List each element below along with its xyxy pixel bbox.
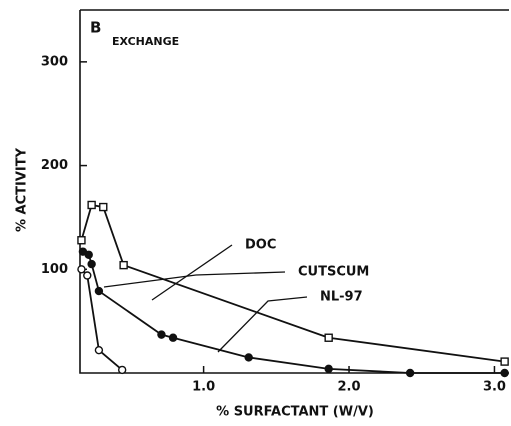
data-point xyxy=(119,260,128,270)
data-point xyxy=(99,202,108,212)
series-line xyxy=(80,268,123,371)
data-point xyxy=(77,236,86,245)
data-point xyxy=(324,333,333,342)
x-axis-label: % SURFACTANT (W/V) xyxy=(216,405,374,420)
data-point xyxy=(405,368,415,378)
x-tick-label: 1.0 xyxy=(192,380,215,395)
series-label: CUTSCUM xyxy=(298,265,369,280)
data-point xyxy=(87,200,96,210)
leader-line xyxy=(103,271,286,288)
data-point xyxy=(94,345,104,355)
series-line xyxy=(82,250,505,374)
y-tick-label: 100 xyxy=(41,262,68,277)
data-point xyxy=(94,286,104,296)
series-label: DOC xyxy=(245,238,276,253)
x-tick-label: 2.0 xyxy=(338,380,361,395)
data-point xyxy=(168,333,178,342)
data-point xyxy=(117,365,127,375)
panel-label: B xyxy=(90,19,101,37)
axes-frame xyxy=(79,9,509,374)
data-point xyxy=(83,271,92,280)
data-point xyxy=(500,357,509,366)
series-line xyxy=(80,204,505,363)
leader-line xyxy=(217,296,308,353)
leader-line xyxy=(151,244,233,301)
data-point xyxy=(84,250,93,259)
y-axis-label: % ACTIVITY xyxy=(15,147,30,232)
y-tick-label: 300 xyxy=(41,54,68,69)
data-point xyxy=(77,265,86,274)
x-tick-label: 3.0 xyxy=(483,380,506,395)
data-point xyxy=(157,330,166,339)
data-point xyxy=(87,259,96,269)
annotation: EXCHANGE xyxy=(112,35,179,48)
y-tick-label: 200 xyxy=(41,158,68,173)
data-point xyxy=(500,368,509,378)
data-point xyxy=(324,364,333,374)
data-point xyxy=(244,353,253,362)
series-label: NL-97 xyxy=(320,290,363,305)
